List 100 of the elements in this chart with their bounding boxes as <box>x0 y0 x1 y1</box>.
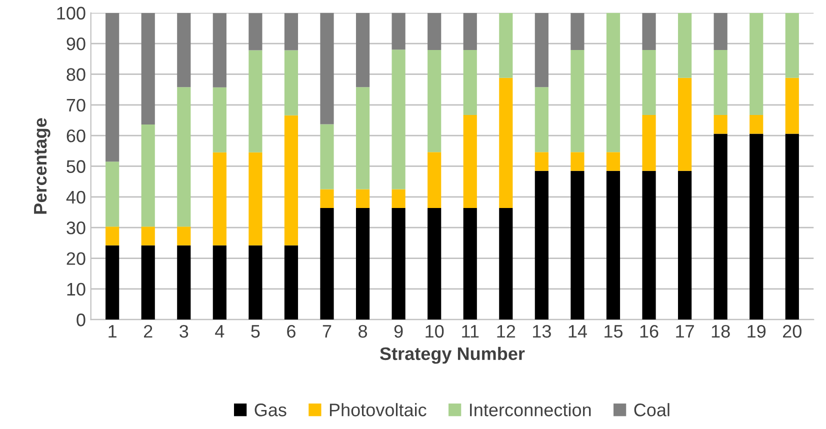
bar <box>463 50 477 116</box>
bar <box>678 170 692 320</box>
y-tick-label: 100 <box>57 6 86 20</box>
y-tick-label: 60 <box>66 130 86 142</box>
bar <box>248 245 262 320</box>
bar <box>499 208 513 320</box>
bar <box>570 50 584 152</box>
y-tick-label: 50 <box>66 160 86 173</box>
legend-label: Coal <box>634 403 670 416</box>
bar <box>141 245 155 320</box>
bar <box>177 87 191 227</box>
bar <box>356 87 370 190</box>
bar <box>428 152 442 208</box>
bar <box>392 50 406 190</box>
bar <box>463 208 477 320</box>
bar <box>177 226 191 246</box>
bar <box>248 13 262 50</box>
bar <box>356 12 370 88</box>
bar <box>785 78 799 134</box>
bar <box>177 245 191 320</box>
bar <box>534 87 548 152</box>
bar <box>570 170 584 320</box>
bar <box>356 189 370 208</box>
bar <box>284 245 298 320</box>
x-tick-label: 12 <box>497 324 516 338</box>
bar <box>499 12 513 78</box>
x-tick-label: 5 <box>251 325 260 338</box>
bar <box>248 152 262 246</box>
x-tick-label: 15 <box>604 325 623 338</box>
x-axis-title: Strategy Number <box>380 346 525 364</box>
legend-label: Gas <box>254 404 286 416</box>
y-tick-label: 20 <box>66 252 86 265</box>
bar <box>212 245 226 320</box>
bar <box>714 134 728 320</box>
bar <box>284 13 298 50</box>
bar <box>392 12 406 50</box>
bar <box>714 115 728 134</box>
x-tick-label: 20 <box>783 324 802 338</box>
bar <box>141 226 155 246</box>
bar <box>177 12 191 88</box>
bar <box>534 152 548 171</box>
x-tick-label: 19 <box>748 324 766 338</box>
bar <box>141 124 155 227</box>
bar <box>141 12 155 125</box>
bar <box>248 50 262 152</box>
bar <box>320 124 334 190</box>
bar <box>534 170 548 320</box>
bar <box>642 170 656 320</box>
bar <box>463 12 477 50</box>
y-tick-label: 70 <box>66 98 86 112</box>
x-tick-label: 1 <box>108 325 116 338</box>
bar <box>428 50 442 152</box>
x-tick-label: 14 <box>568 325 587 338</box>
bar <box>320 189 334 208</box>
bar <box>392 189 406 208</box>
bar <box>678 12 692 78</box>
bar <box>785 134 799 320</box>
bar <box>642 12 656 50</box>
bar <box>606 152 620 171</box>
y-tick-label: 80 <box>66 68 86 81</box>
bar <box>320 208 334 320</box>
bar <box>212 87 226 152</box>
y-axis-title: Percentage <box>34 118 50 214</box>
bar <box>463 115 477 208</box>
bar <box>606 12 620 152</box>
bar <box>714 12 728 50</box>
x-tick-label: 10 <box>426 324 444 338</box>
bar <box>106 12 120 162</box>
bar <box>534 12 548 88</box>
y-tick-label: 10 <box>67 282 86 296</box>
bar <box>570 152 584 171</box>
bar <box>428 208 442 320</box>
legend-label: Interconnection <box>470 403 591 416</box>
legend-label: Photovoltaic <box>330 403 426 416</box>
y-tick-label: 40 <box>66 190 86 204</box>
x-tick-label: 18 <box>712 324 730 338</box>
bar <box>642 50 656 116</box>
bar <box>284 50 298 116</box>
x-tick-label: 7 <box>322 325 332 338</box>
bar <box>356 208 370 320</box>
bar <box>106 245 120 320</box>
x-tick-label: 17 <box>676 325 694 338</box>
bar <box>570 12 584 50</box>
bar <box>212 152 226 246</box>
bar <box>320 12 334 124</box>
y-tick-label: 0 <box>76 314 86 326</box>
bar <box>714 50 728 116</box>
x-tick-label: 8 <box>358 324 368 338</box>
bar <box>750 115 764 134</box>
x-tick-label: 3 <box>180 324 188 338</box>
bar <box>750 12 764 116</box>
bar <box>499 78 513 208</box>
y-tick-label: 90 <box>66 37 86 50</box>
bar <box>642 115 656 171</box>
bar <box>212 13 226 88</box>
x-tick-label: 4 <box>215 325 224 338</box>
bar <box>428 12 442 50</box>
x-tick-label: 13 <box>533 324 551 338</box>
bar <box>392 208 406 320</box>
bar <box>785 12 799 78</box>
